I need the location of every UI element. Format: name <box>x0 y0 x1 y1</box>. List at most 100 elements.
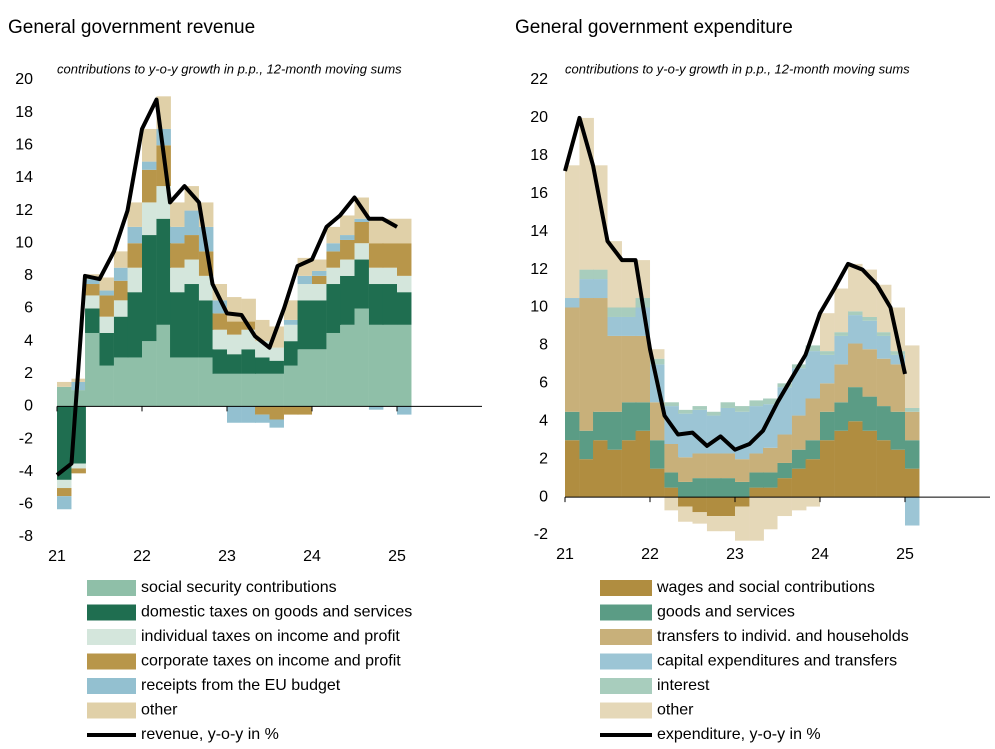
bar-segment <box>184 259 199 285</box>
legend-label: individual taxes on income and profit <box>141 628 400 645</box>
bar-segment <box>127 226 143 244</box>
bar-segment <box>763 447 778 473</box>
bar-segment <box>71 390 86 407</box>
bar-segment <box>113 316 129 358</box>
x-tick-label: 24 <box>303 548 321 565</box>
legend-label: other <box>141 702 178 719</box>
bar-segment <box>255 357 270 374</box>
bar-segment <box>720 402 736 408</box>
bar-segment <box>184 210 199 236</box>
bar-segment <box>650 468 665 498</box>
bar-segment <box>579 279 594 299</box>
bar-segment <box>142 128 157 162</box>
bar-segment <box>890 364 906 412</box>
bar-segment <box>862 430 877 498</box>
bar-segment <box>184 284 199 358</box>
bar-segment <box>57 406 72 480</box>
bar-segment <box>227 321 242 335</box>
bar-segment <box>905 345 920 408</box>
legend-swatch <box>600 702 652 719</box>
bar-segment <box>635 402 651 431</box>
bar-segment <box>848 311 863 316</box>
bar-segment <box>820 354 835 384</box>
bar-segment <box>890 351 906 355</box>
bar-segment <box>340 259 355 276</box>
x-tick-label: 23 <box>218 548 236 565</box>
chart-title: General government expenditure <box>515 17 793 38</box>
bar-segment <box>113 267 129 281</box>
bar-segment <box>170 267 185 293</box>
bar-segment <box>862 316 877 321</box>
bar-segment <box>650 358 665 365</box>
y-tick-label: 8 <box>24 267 33 284</box>
bar-segment <box>678 481 693 498</box>
legend-label: capital expenditures and transfers <box>657 653 897 670</box>
bar-segment <box>692 406 707 410</box>
bar-segment <box>354 221 369 244</box>
bar-segment <box>876 332 892 336</box>
bar-segment <box>198 300 214 358</box>
bar-segment <box>777 387 792 435</box>
bar-segment <box>85 279 100 285</box>
bar-segment <box>890 354 906 365</box>
bar-segment <box>763 398 778 405</box>
bar-segment <box>692 409 707 454</box>
bar-segment <box>805 398 821 441</box>
bar-segment <box>212 313 228 330</box>
bar-segment <box>297 284 313 301</box>
bar-segment <box>805 345 821 352</box>
bar-segment <box>127 267 143 293</box>
legend-swatch <box>87 653 136 670</box>
bar-segment <box>57 479 72 489</box>
bar-segment <box>777 478 792 498</box>
bar-segment <box>227 297 242 322</box>
legend-label: social security contributions <box>141 579 337 596</box>
bar-segment <box>198 357 214 407</box>
bar-segment <box>85 332 100 407</box>
bar-segment <box>368 218 384 244</box>
bar-segment <box>212 373 228 407</box>
bar-segment <box>777 383 792 388</box>
y-tick-label: -8 <box>19 528 33 545</box>
bar-segment <box>354 243 369 260</box>
bar-segment <box>71 468 86 474</box>
y-tick-label: 14 <box>15 169 33 186</box>
bar-segment <box>905 407 920 412</box>
bar-segment <box>397 243 412 276</box>
bar-segment <box>862 349 877 397</box>
bar-segment <box>720 478 736 498</box>
y-tick-label: 10 <box>530 299 548 316</box>
legend-label: transfers to individ. and households <box>657 628 909 645</box>
bar-segment <box>749 400 764 407</box>
legend-label: corporate taxes on income and profit <box>141 653 401 670</box>
bar-segment <box>283 341 299 366</box>
bar-segment <box>326 267 341 285</box>
y-tick-label: 0 <box>539 488 548 505</box>
bar-segment <box>142 202 157 236</box>
bar-segment <box>354 259 369 309</box>
legend-label: interest <box>657 677 710 694</box>
bar-segment <box>876 335 892 359</box>
bar-segment <box>269 347 284 361</box>
bar-segment <box>99 295 114 317</box>
bar-segment <box>326 251 341 268</box>
bar-segment <box>269 373 284 407</box>
bar-segment <box>664 487 679 498</box>
bar-segment <box>678 409 693 414</box>
bar-segment <box>565 411 580 441</box>
bar-segment <box>127 357 143 407</box>
bar-segment <box>170 357 185 407</box>
bar-segment <box>720 516 736 532</box>
bar-segment <box>227 334 242 355</box>
bar-segment <box>170 243 185 268</box>
x-tick-label: 24 <box>811 546 829 563</box>
bar-segment <box>777 434 792 463</box>
bar-segment <box>650 402 665 441</box>
bar-segment <box>156 218 171 325</box>
bar-segment <box>565 307 580 412</box>
bar-segment <box>283 365 299 407</box>
bar-segment <box>312 300 327 350</box>
y-tick-label: 16 <box>15 137 33 154</box>
bar-segment <box>142 235 157 342</box>
bar-segment <box>565 165 580 299</box>
